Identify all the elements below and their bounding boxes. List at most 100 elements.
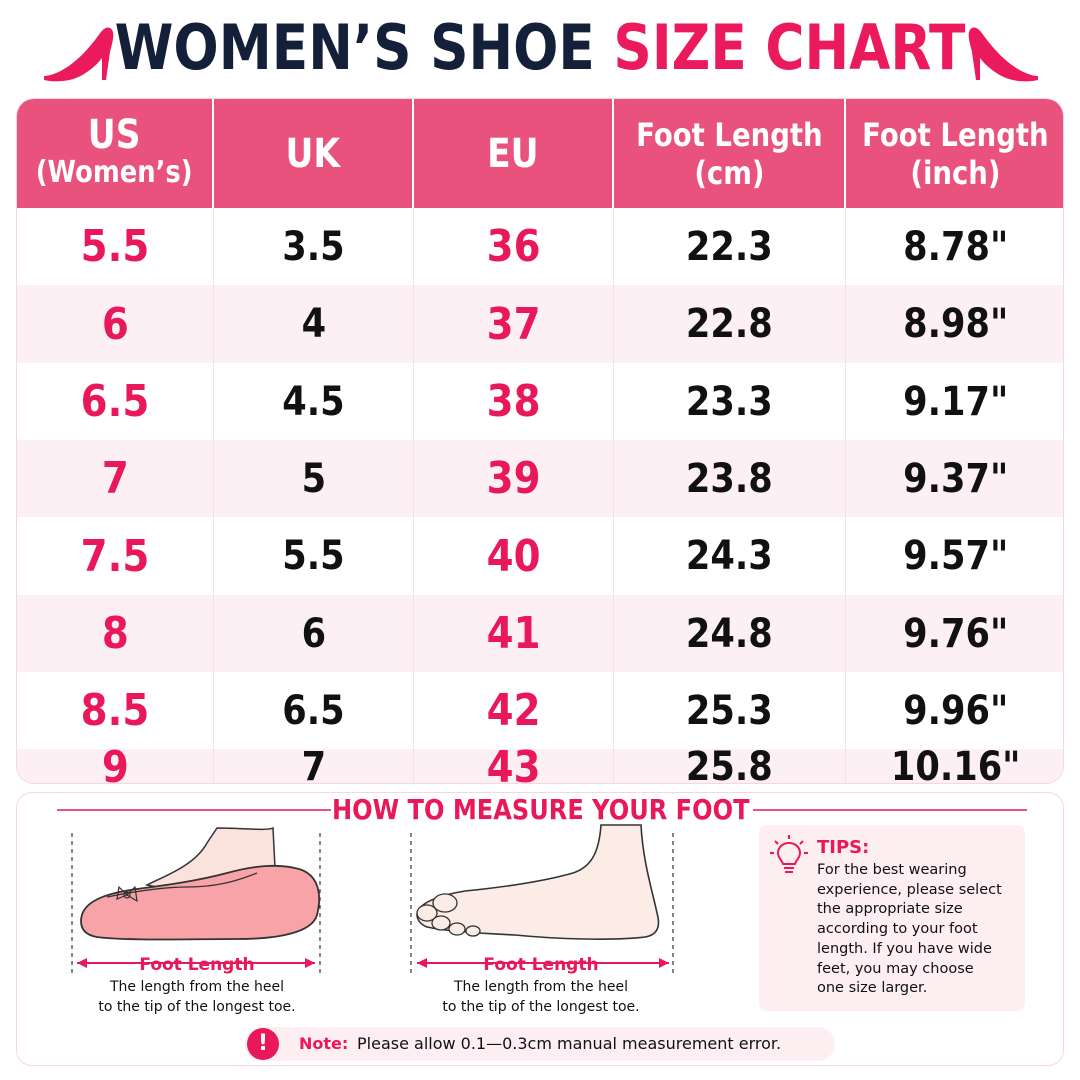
cell-value: 24.3: [686, 533, 773, 579]
table-cell: 9.96": [846, 672, 1063, 749]
title-part-pink: SIZE CHART: [613, 11, 966, 84]
cell-value: 22.8: [686, 301, 773, 347]
cell-value: 9: [101, 741, 129, 784]
cell-value: 37: [486, 298, 541, 350]
table-row: 6 4 37 22.8 8.98": [17, 285, 1063, 363]
table-cell: 4: [214, 285, 414, 363]
title-bar: WOMEN’S SHOE SIZE CHART: [0, 0, 1080, 96]
tips-line: For the best wearing: [817, 862, 967, 878]
header-foot-inch: Foot Length (inch): [846, 99, 1063, 208]
note-label: Note:: [299, 1034, 349, 1053]
table-cell: 4.5: [214, 363, 414, 440]
foot-length-label: Foot Length: [483, 955, 599, 975]
table-row: 6.5 4.5 38 23.3 9.17": [17, 363, 1063, 440]
header-eu-label: EU: [487, 130, 539, 177]
tips-line: according to your foot: [817, 921, 978, 938]
tips-line: experience, please select: [817, 881, 1002, 898]
table-row: 9 7 43 25.8 10.16": [17, 742, 1063, 783]
cell-value: 5.5: [282, 533, 345, 579]
measure-title: HOW TO MEASURE YOUR FOOT: [17, 793, 1065, 827]
table-cell: 22.3: [614, 208, 846, 285]
table-cell: 40: [414, 517, 614, 595]
lightbulb-icon: [770, 835, 808, 873]
header-us-line1: US: [88, 111, 141, 158]
cell-value: 4.5: [282, 378, 345, 425]
header-foot-cm: Foot Length (cm): [614, 99, 846, 208]
cell-value: 7: [101, 453, 129, 504]
cell-value: 23.3: [686, 378, 773, 425]
table-row: 7.5 5.5 40 24.3 9.57": [17, 517, 1063, 595]
measure-title-text: HOW TO MEASURE YOUR FOOT: [332, 793, 750, 826]
cell-value: 8.78": [902, 223, 1009, 270]
table-cell: 8: [17, 595, 214, 672]
tips-line: one size larger.: [817, 980, 928, 997]
table-cell: 25.3: [614, 672, 846, 749]
exclamation-icon: !: [247, 1028, 279, 1060]
cell-value: 8: [101, 608, 129, 659]
high-heel-icon: [44, 27, 114, 82]
cell-value: 38: [486, 376, 541, 427]
size-table: US (Women’s) UK EU Foot Length (cm) Foot L…: [16, 98, 1064, 784]
table-cell: 24.8: [614, 595, 846, 672]
table-row: 7 5 39 23.8 9.37": [17, 440, 1063, 517]
table-cell: 6: [17, 285, 214, 363]
table-cell: 43: [414, 742, 614, 783]
table-cell: 3.5: [214, 208, 414, 285]
cell-value: 9.76": [902, 610, 1009, 657]
table-cell: 38: [414, 363, 614, 440]
table-cell: 37: [414, 285, 614, 363]
header-uk-label: UK: [285, 130, 341, 177]
foot-length-label: Foot Length: [139, 955, 255, 975]
bare-foot-icon: [410, 824, 674, 973]
header-cm-line2: (cm): [693, 153, 765, 192]
cell-value: 7.5: [80, 530, 150, 582]
table-cell: 5: [214, 440, 414, 517]
cell-value: 22.3: [686, 223, 773, 270]
cell-value: 6: [101, 298, 129, 350]
table-cell: 9.76": [846, 595, 1063, 672]
header-cm-line1: Foot Length: [635, 115, 823, 154]
cell-value: 9.37": [902, 455, 1009, 502]
title-divider-right: [753, 809, 1027, 811]
title-part-dark: WOMEN’S SHOE: [114, 11, 595, 84]
table-row: 5.5 3.5 36 22.3 8.78": [17, 208, 1063, 285]
table-cell: 9.57": [846, 517, 1063, 595]
cell-value: 25.3: [686, 687, 773, 734]
cell-value: 6: [301, 610, 326, 657]
table-cell: 24.3: [614, 517, 846, 595]
cell-value: 36: [486, 221, 541, 272]
foot-length-desc: The length from the heel to the tip of t…: [421, 977, 661, 1017]
header-inch-line2: (inch): [910, 153, 1001, 192]
cell-value: 6.5: [80, 376, 150, 427]
cell-value: 40: [486, 530, 541, 582]
measure-section: HOW TO MEASURE YOUR FOOT Foot Length The…: [16, 792, 1064, 1066]
tips-text: For the best wearing experience, please s…: [817, 861, 1017, 999]
table-cell: 7.5: [17, 517, 214, 595]
table-cell: 5.5: [214, 517, 414, 595]
cell-value: 4: [301, 301, 326, 347]
cell-value: 7: [301, 744, 326, 784]
cell-value: 9.17": [902, 378, 1009, 425]
table-cell: 7: [214, 744, 414, 783]
cell-value: 41: [486, 608, 541, 659]
cell-value: 24.8: [686, 610, 773, 657]
cell-value: 5.5: [80, 221, 150, 272]
tips-label: TIPS:: [817, 837, 870, 858]
table-cell: 25.8: [614, 744, 846, 783]
table-cell: 8.78": [846, 208, 1063, 285]
header-us: US (Women’s): [17, 99, 214, 208]
cell-value: 8.98": [902, 301, 1009, 347]
cell-value: 5: [301, 455, 326, 502]
header-uk: UK: [214, 99, 414, 208]
table-cell: 6.5: [214, 672, 414, 749]
cell-value: 23.8: [686, 455, 773, 502]
tips-line: feet, you may choose: [817, 960, 974, 977]
tips-line: length. If you have wide: [817, 940, 992, 957]
foot-desc-line2: to the tip of the longest toe.: [442, 999, 640, 1015]
high-heel-icon: [968, 27, 1038, 82]
table-cell: 23.8: [614, 440, 846, 517]
table-cell: 41: [414, 595, 614, 672]
tips-box: TIPS: For the best wearing experience, pl…: [759, 825, 1025, 1011]
table-cell: 8.98": [846, 285, 1063, 363]
table-cell: 7: [17, 440, 214, 517]
